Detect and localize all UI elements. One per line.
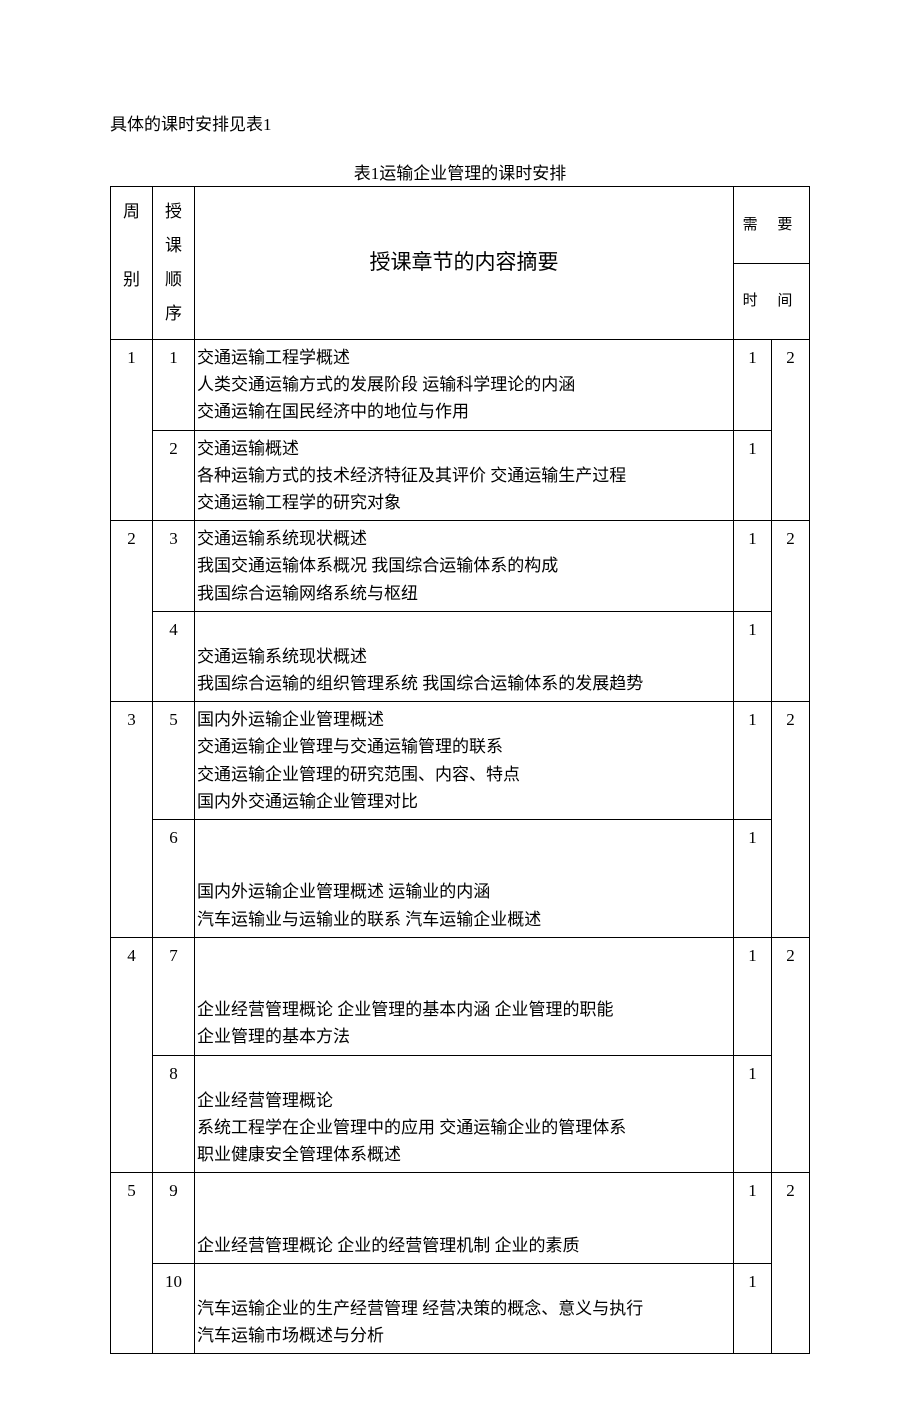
cell-content: 汽车运输企业的生产经营管理 经营决策的概念、意义与执行 汽车运输市场概述与分析 [195, 1263, 734, 1354]
cell-week: 1 [111, 340, 153, 521]
cell-time1: 1 [734, 611, 772, 702]
cell-content: 企业经营管理概论 系统工程学在企业管理中的应用 交通运输企业的管理体系 职业健康… [195, 1055, 734, 1173]
cell-time2: 2 [772, 521, 810, 702]
table-row: 10 汽车运输企业的生产经营管理 经营决策的概念、意义与执行 汽车运输市场概述与… [111, 1263, 810, 1354]
cell-time1: 1 [734, 1263, 772, 1354]
table-row: 2交通运输概述 各种运输方式的技术经济特征及其评价 交通运输生产过程 交通运输工… [111, 430, 810, 521]
cell-week: 2 [111, 521, 153, 702]
cell-sequence: 7 [153, 937, 195, 1055]
cell-sequence: 3 [153, 521, 195, 612]
cell-sequence: 9 [153, 1173, 195, 1264]
table-row: 23交通运输系统现状概述 我国交通运输体系概况 我国综合运输体系的构成 我国综合… [111, 521, 810, 612]
table-row: 35国内外运输企业管理概述 交通运输企业管理与交通运输管理的联系 交通运输企业管… [111, 702, 810, 820]
cell-time1: 1 [734, 521, 772, 612]
header-time-label: 需 要 [734, 187, 810, 264]
table-row: 4 交通运输系统现状概述 我国综合运输的组织管理系统 我国综合运输体系的发展趋势… [111, 611, 810, 702]
cell-week: 5 [111, 1173, 153, 1354]
header-time-sub: 时 间 [734, 263, 810, 340]
cell-time1: 1 [734, 702, 772, 820]
cell-time1: 1 [734, 430, 772, 521]
table-row: 59 企业经营管理概论 企业的经营管理机制 企业的素质12 [111, 1173, 810, 1264]
cell-time2: 2 [772, 937, 810, 1173]
cell-time2: 2 [772, 1173, 810, 1354]
cell-sequence: 8 [153, 1055, 195, 1173]
header-week: 周 别 [111, 187, 153, 340]
intro-text: 具体的课时安排见表1 [110, 110, 810, 135]
cell-sequence: 4 [153, 611, 195, 702]
table-row: 47 企业经营管理概论 企业管理的基本内涵 企业管理的职能 企业管理的基本方法1… [111, 937, 810, 1055]
cell-content: 国内外运输企业管理概述 运输业的内涵 汽车运输业与运输业的联系 汽车运输企业概述 [195, 820, 734, 938]
cell-sequence: 2 [153, 430, 195, 521]
cell-content: 国内外运输企业管理概述 交通运输企业管理与交通运输管理的联系 交通运输企业管理的… [195, 702, 734, 820]
cell-sequence: 10 [153, 1263, 195, 1354]
cell-content: 交通运输概述 各种运输方式的技术经济特征及其评价 交通运输生产过程 交通运输工程… [195, 430, 734, 521]
cell-week: 4 [111, 937, 153, 1173]
table-row: 8 企业经营管理概论 系统工程学在企业管理中的应用 交通运输企业的管理体系 职业… [111, 1055, 810, 1173]
cell-time1: 1 [734, 937, 772, 1055]
cell-time2: 2 [772, 340, 810, 521]
cell-time1: 1 [734, 1173, 772, 1264]
cell-time1: 1 [734, 820, 772, 938]
cell-content: 交通运输工程学概述 人类交通运输方式的发展阶段 运输科学理论的内涵 交通运输在国… [195, 340, 734, 431]
schedule-table: 周 别授 课 顺 序授课章节的内容摘要需 要时 间11交通运输工程学概述 人类交… [110, 186, 810, 1354]
cell-content: 企业经营管理概论 企业的经营管理机制 企业的素质 [195, 1173, 734, 1264]
cell-time1: 1 [734, 340, 772, 431]
cell-week: 3 [111, 702, 153, 938]
table-row: 6 国内外运输企业管理概述 运输业的内涵 汽车运输业与运输业的联系 汽车运输企业… [111, 820, 810, 938]
cell-content: 交通运输系统现状概述 我国综合运输的组织管理系统 我国综合运输体系的发展趋势 [195, 611, 734, 702]
cell-sequence: 1 [153, 340, 195, 431]
cell-content: 企业经营管理概论 企业管理的基本内涵 企业管理的职能 企业管理的基本方法 [195, 937, 734, 1055]
cell-sequence: 5 [153, 702, 195, 820]
cell-content: 交通运输系统现状概述 我国交通运输体系概况 我国综合运输体系的构成 我国综合运输… [195, 521, 734, 612]
header-sequence: 授 课 顺 序 [153, 187, 195, 340]
cell-sequence: 6 [153, 820, 195, 938]
header-content: 授课章节的内容摘要 [195, 187, 734, 340]
table-row: 1 1交通运输工程学概述 人类交通运输方式的发展阶段 运输科学理论的内涵 交通运输… [111, 340, 810, 431]
cell-time1: 1 [734, 1055, 772, 1173]
table-caption: 表1运输企业管理的课时安排 [110, 159, 810, 184]
cell-time2: 2 [772, 702, 810, 938]
